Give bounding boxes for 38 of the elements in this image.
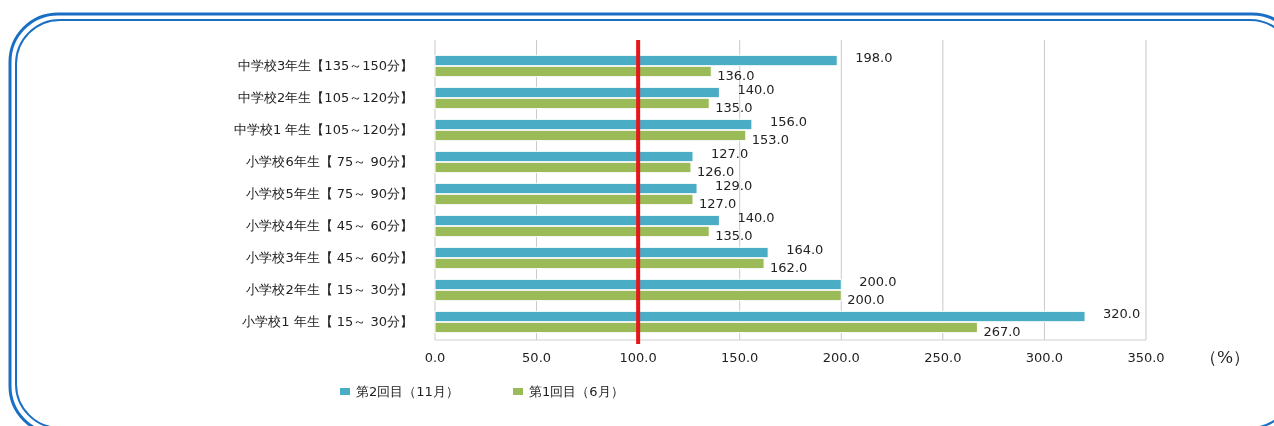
y-tick-label: 中学校3年生【135～150分】 <box>238 57 413 73</box>
data-label: 129.0 <box>715 178 753 194</box>
legend-label: 第2回目（11月） <box>356 383 459 399</box>
x-tick-label: 0.0 <box>424 349 446 365</box>
x-tick-label: 50.0 <box>522 349 552 365</box>
data-label: 200.0 <box>859 274 897 290</box>
data-label: 135.0 <box>715 99 753 115</box>
y-tick-label: 中学校1 年生【105～120分】 <box>233 121 413 137</box>
data-label: 200.0 <box>847 291 885 307</box>
data-label: 153.0 <box>751 131 790 147</box>
y-tick-label: 小学校5年生【 75～ 90分】 <box>246 185 413 201</box>
x-tick-label: 200.0 <box>822 349 860 365</box>
y-tick-label: 小学校3年生【 45～ 60分】 <box>246 249 413 265</box>
data-label: 126.0 <box>696 163 735 179</box>
data-label: 198.0 <box>855 50 893 66</box>
x-tick-label: 300.0 <box>1025 349 1064 365</box>
y-tick-label: 小学校4年生【 45～ 60分】 <box>246 217 413 233</box>
x-tick-label: 350.0 <box>1127 349 1165 365</box>
legend-label: 第1回目（6月） <box>529 383 624 399</box>
data-label: 140.0 <box>737 210 775 226</box>
x-tick-label: 250.0 <box>924 349 962 365</box>
x-axis-title: （%） <box>1199 346 1251 367</box>
data-label: 320.0 <box>1103 306 1141 322</box>
data-label: 267.0 <box>983 323 1021 339</box>
y-tick-label: 中学校2年生【105～120分】 <box>238 89 413 105</box>
data-label: 135.0 <box>715 227 753 243</box>
y-tick-label: 小学校2年生【 15～ 30分】 <box>246 281 413 297</box>
x-tick-label: 100.0 <box>619 349 657 365</box>
x-tick-label: 150.0 <box>721 349 759 365</box>
data-label: 127.0 <box>710 146 749 162</box>
data-label: 162.0 <box>770 259 808 275</box>
y-tick-label: 小学校6年生【 75～ 90分】 <box>246 153 413 169</box>
data-label: 156.0 <box>769 114 808 130</box>
data-label: 164.0 <box>786 242 824 258</box>
data-label: 140.0 <box>737 82 775 98</box>
data-label: 127.0 <box>698 195 737 211</box>
data-label: 136.0 <box>717 67 755 83</box>
y-tick-label: 小学校1 年生【 15～ 30分】 <box>242 313 413 329</box>
